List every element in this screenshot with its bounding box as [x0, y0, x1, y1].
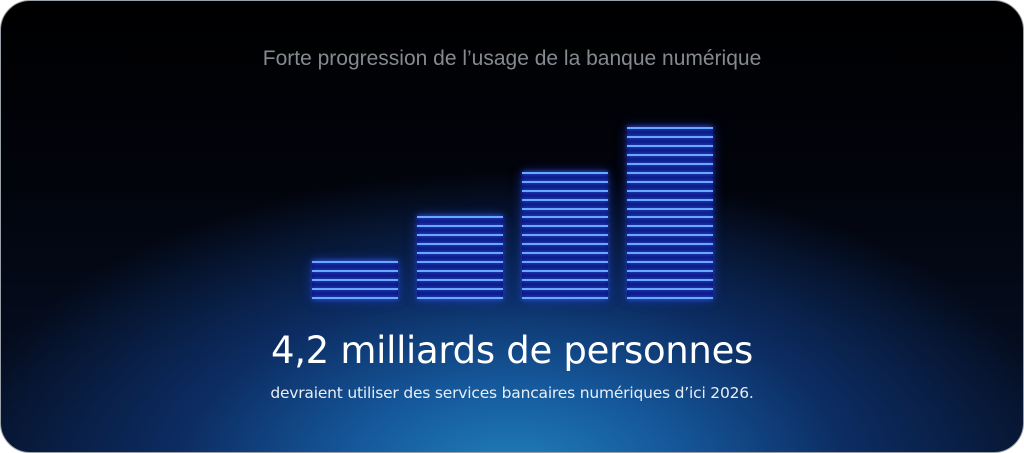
bar-segment-line	[522, 171, 608, 174]
bar-segment-line	[522, 189, 608, 192]
infographic-title: Forte progression de l’usage de la banqu…	[262, 47, 762, 70]
bar-segment-line	[522, 198, 608, 201]
bar-segment-line	[417, 225, 503, 228]
bar-segment-line	[522, 270, 608, 273]
bar-segment-line	[627, 279, 713, 282]
headline-stat: 4,2 milliards de personnes	[270, 329, 754, 372]
bar-segment-line	[417, 234, 503, 237]
bar-segment-line	[312, 297, 398, 299]
bar-segment-line	[312, 279, 398, 282]
bar-segment-line	[627, 261, 713, 264]
bar-segment-line	[522, 207, 608, 210]
bar-segment-line	[627, 270, 713, 273]
bar-segment-line	[417, 252, 503, 255]
bar-segment-line	[627, 171, 713, 174]
bar-segment-line	[627, 180, 713, 183]
bar-segment-line	[627, 126, 713, 129]
bar-segment-line	[417, 279, 503, 282]
bar-segment-line	[522, 243, 608, 246]
bar-segment-line	[522, 225, 608, 228]
bar-segment-line	[627, 225, 713, 228]
bar-segment-line	[417, 243, 503, 246]
bar-segment-line	[417, 288, 503, 291]
bar-segment-line	[417, 270, 503, 273]
bar-segment-line	[522, 234, 608, 237]
bar-segment-line	[627, 216, 713, 219]
bar-segment-line	[627, 198, 713, 201]
bar-segment-line	[627, 288, 713, 291]
bar-segment-line	[627, 207, 713, 210]
bar-segment-line	[522, 261, 608, 264]
bar-segment-line	[627, 234, 713, 237]
bar-segment-line	[522, 279, 608, 282]
bar-segment-line	[627, 243, 713, 246]
bar-4	[627, 126, 713, 299]
bar-segment-line	[522, 180, 608, 183]
bar-segment-line	[627, 252, 713, 255]
subtitle: devraient utiliser des services bancaire…	[270, 384, 754, 402]
bar-segment-line	[522, 288, 608, 291]
bar-segment-line	[417, 261, 503, 264]
bar-segment-line	[627, 144, 713, 147]
bar-segment-line	[417, 297, 503, 299]
bar-segment-line	[627, 135, 713, 138]
bar-segment-line	[627, 189, 713, 192]
bar-3	[522, 171, 608, 299]
bar-1	[312, 261, 398, 299]
bar-segment-line	[627, 153, 713, 156]
bar-segment-line	[312, 270, 398, 273]
bar-segment-line	[522, 297, 608, 299]
bar-segment-line	[627, 297, 713, 299]
bar-segment-line	[627, 162, 713, 165]
bar-segment-line	[522, 216, 608, 219]
bar-segment-line	[312, 288, 398, 291]
bar-segment-line	[522, 252, 608, 255]
bar-2	[417, 216, 503, 299]
bar-segment-line	[312, 261, 398, 264]
bar-segment-line	[417, 216, 503, 219]
